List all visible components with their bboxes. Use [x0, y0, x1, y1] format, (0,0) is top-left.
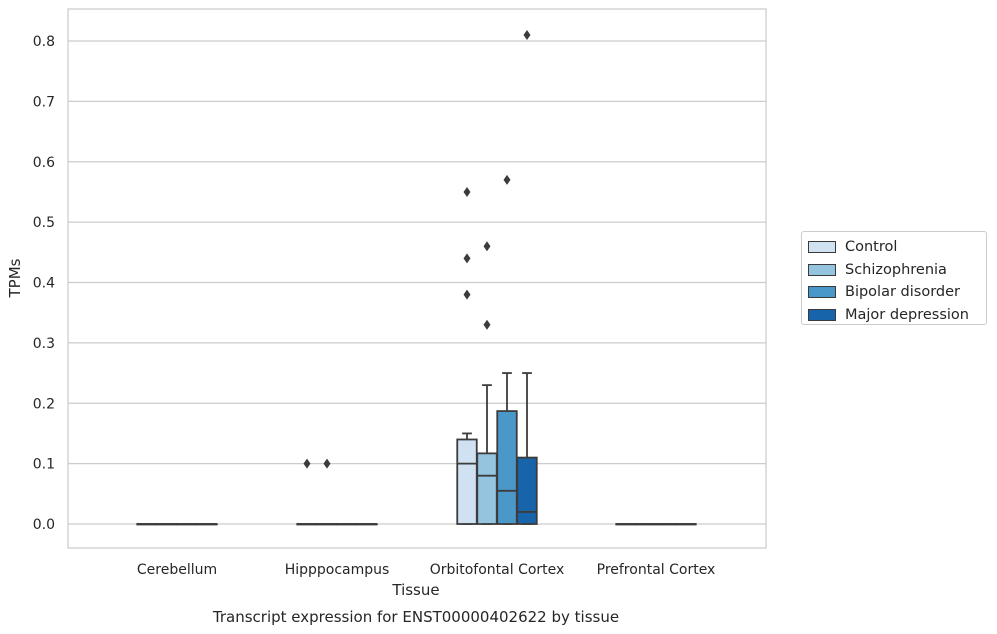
- legend-swatch-major-depression: [808, 308, 836, 321]
- box-major-depression-0: [196, 523, 218, 526]
- x-tick-label: Hipppocampus: [285, 562, 390, 578]
- x-tick-label: Prefrontal Cortex: [597, 562, 716, 578]
- box-series: [136, 29, 697, 526]
- box-control-3: [615, 523, 637, 526]
- outlier-point: [463, 186, 471, 197]
- legend-label-control: Control: [845, 239, 898, 256]
- box-major-depression-1: [356, 523, 378, 526]
- y-tick-label: 0.6: [33, 155, 55, 171]
- chart-title: Transcript expression for ENST0000040262…: [212, 608, 619, 626]
- box-major-depression-3: [675, 523, 697, 526]
- legend-label-major-depression: Major depression: [845, 306, 969, 323]
- outlier-point: [483, 319, 491, 330]
- y-tick-label: 0.0: [33, 517, 55, 533]
- y-tick-label: 0.4: [33, 276, 55, 292]
- box-bipolar-disorder-1: [336, 523, 358, 526]
- box-body: [496, 410, 518, 525]
- y-tick-label: 0.2: [33, 396, 55, 412]
- y-tick-label: 0.3: [33, 336, 55, 352]
- legend-swatch-control: [808, 241, 836, 254]
- y-tick-label: 0.1: [33, 457, 55, 473]
- y-tick-label: 0.7: [33, 94, 55, 110]
- legend-item-control: Control: [808, 236, 986, 259]
- box-schizophrenia-3: [635, 523, 657, 526]
- box-bipolar-disorder-3: [655, 523, 677, 526]
- legend-item-bipolar-disorder: Bipolar disorder: [808, 281, 986, 304]
- box-major-depression-2: [516, 29, 538, 525]
- outlier-point: [463, 289, 471, 300]
- x-axis-ticks: Cerebellum Hipppocampus Orbitofontal Corte…: [137, 562, 715, 578]
- legend-item-major-depression: Major depression: [808, 304, 986, 327]
- legend: Control Schizophrenia Bipolar disorder M…: [801, 231, 987, 325]
- plot-area: [67, 8, 767, 549]
- outlier-point: [483, 241, 491, 252]
- y-axis-title: TPMs: [6, 258, 24, 298]
- y-tick-label: 0.8: [33, 34, 55, 50]
- legend-label-bipolar-disorder: Bipolar disorder: [845, 284, 960, 301]
- box-bipolar-disorder-0: [176, 523, 198, 526]
- box-bipolar-disorder-2: [496, 174, 518, 525]
- y-tick-label: 0.5: [33, 215, 55, 231]
- legend-swatch-schizophrenia: [808, 263, 836, 276]
- y-axis-ticks: 0.0 0.1 0.2 0.3 0.4 0.5 0.6 0.7 0.8: [33, 34, 55, 533]
- box-body: [516, 456, 538, 525]
- box-schizophrenia-0: [156, 523, 178, 526]
- box-control-0: [136, 523, 158, 526]
- legend-item-schizophrenia: Schizophrenia: [808, 259, 986, 282]
- x-tick-label: Cerebellum: [137, 562, 217, 578]
- outlier-point: [523, 29, 531, 40]
- legend-label-schizophrenia: Schizophrenia: [845, 261, 947, 278]
- box-body: [476, 452, 498, 525]
- x-axis-title: Tissue: [391, 581, 439, 599]
- box-body: [456, 438, 478, 525]
- outlier-point: [303, 458, 311, 469]
- outlier-point: [503, 174, 511, 185]
- outlier-point: [463, 253, 471, 264]
- box-control-2: [456, 186, 478, 525]
- legend-swatch-bipolar-disorder: [808, 286, 836, 299]
- x-tick-label: Orbitofontal Cortex: [430, 562, 565, 578]
- outlier-point: [323, 458, 331, 469]
- box-control-1: [296, 458, 318, 526]
